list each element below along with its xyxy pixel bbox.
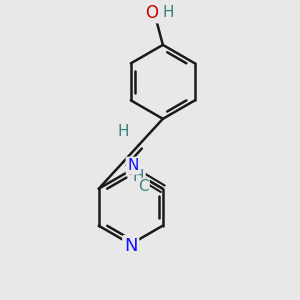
Text: H: H <box>133 169 144 184</box>
Text: N: N <box>124 237 137 255</box>
Text: C: C <box>138 179 148 194</box>
Text: H: H <box>163 5 174 20</box>
Text: H: H <box>117 124 129 139</box>
Text: O: O <box>145 4 158 22</box>
Text: N: N <box>127 158 139 173</box>
